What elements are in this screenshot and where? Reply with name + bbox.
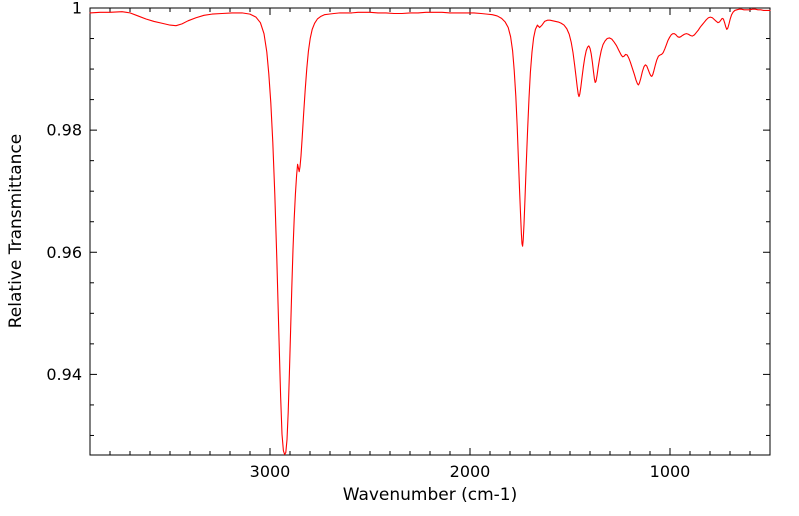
x-axis-label: Wavenumber (cm-1) [342, 485, 518, 505]
x-ticks: 3000 2000 1000 [109, 8, 751, 481]
spectrum-line [89, 8, 771, 455]
y-tick-label: 0.96 [46, 243, 82, 262]
y-ticks: 0.94 0.96 0.98 1 [46, 0, 770, 436]
plot-border [89, 7, 771, 456]
y-axis-label: Relative Transmittance [6, 133, 26, 329]
x-tick-label: 3000 [250, 462, 291, 481]
y-tick-label: 0.98 [46, 121, 82, 140]
y-tick-label: 1 [72, 0, 82, 18]
x-tick-label: 1000 [650, 462, 691, 481]
y-tick-label: 0.94 [46, 365, 82, 384]
x-tick-label: 2000 [450, 462, 491, 481]
